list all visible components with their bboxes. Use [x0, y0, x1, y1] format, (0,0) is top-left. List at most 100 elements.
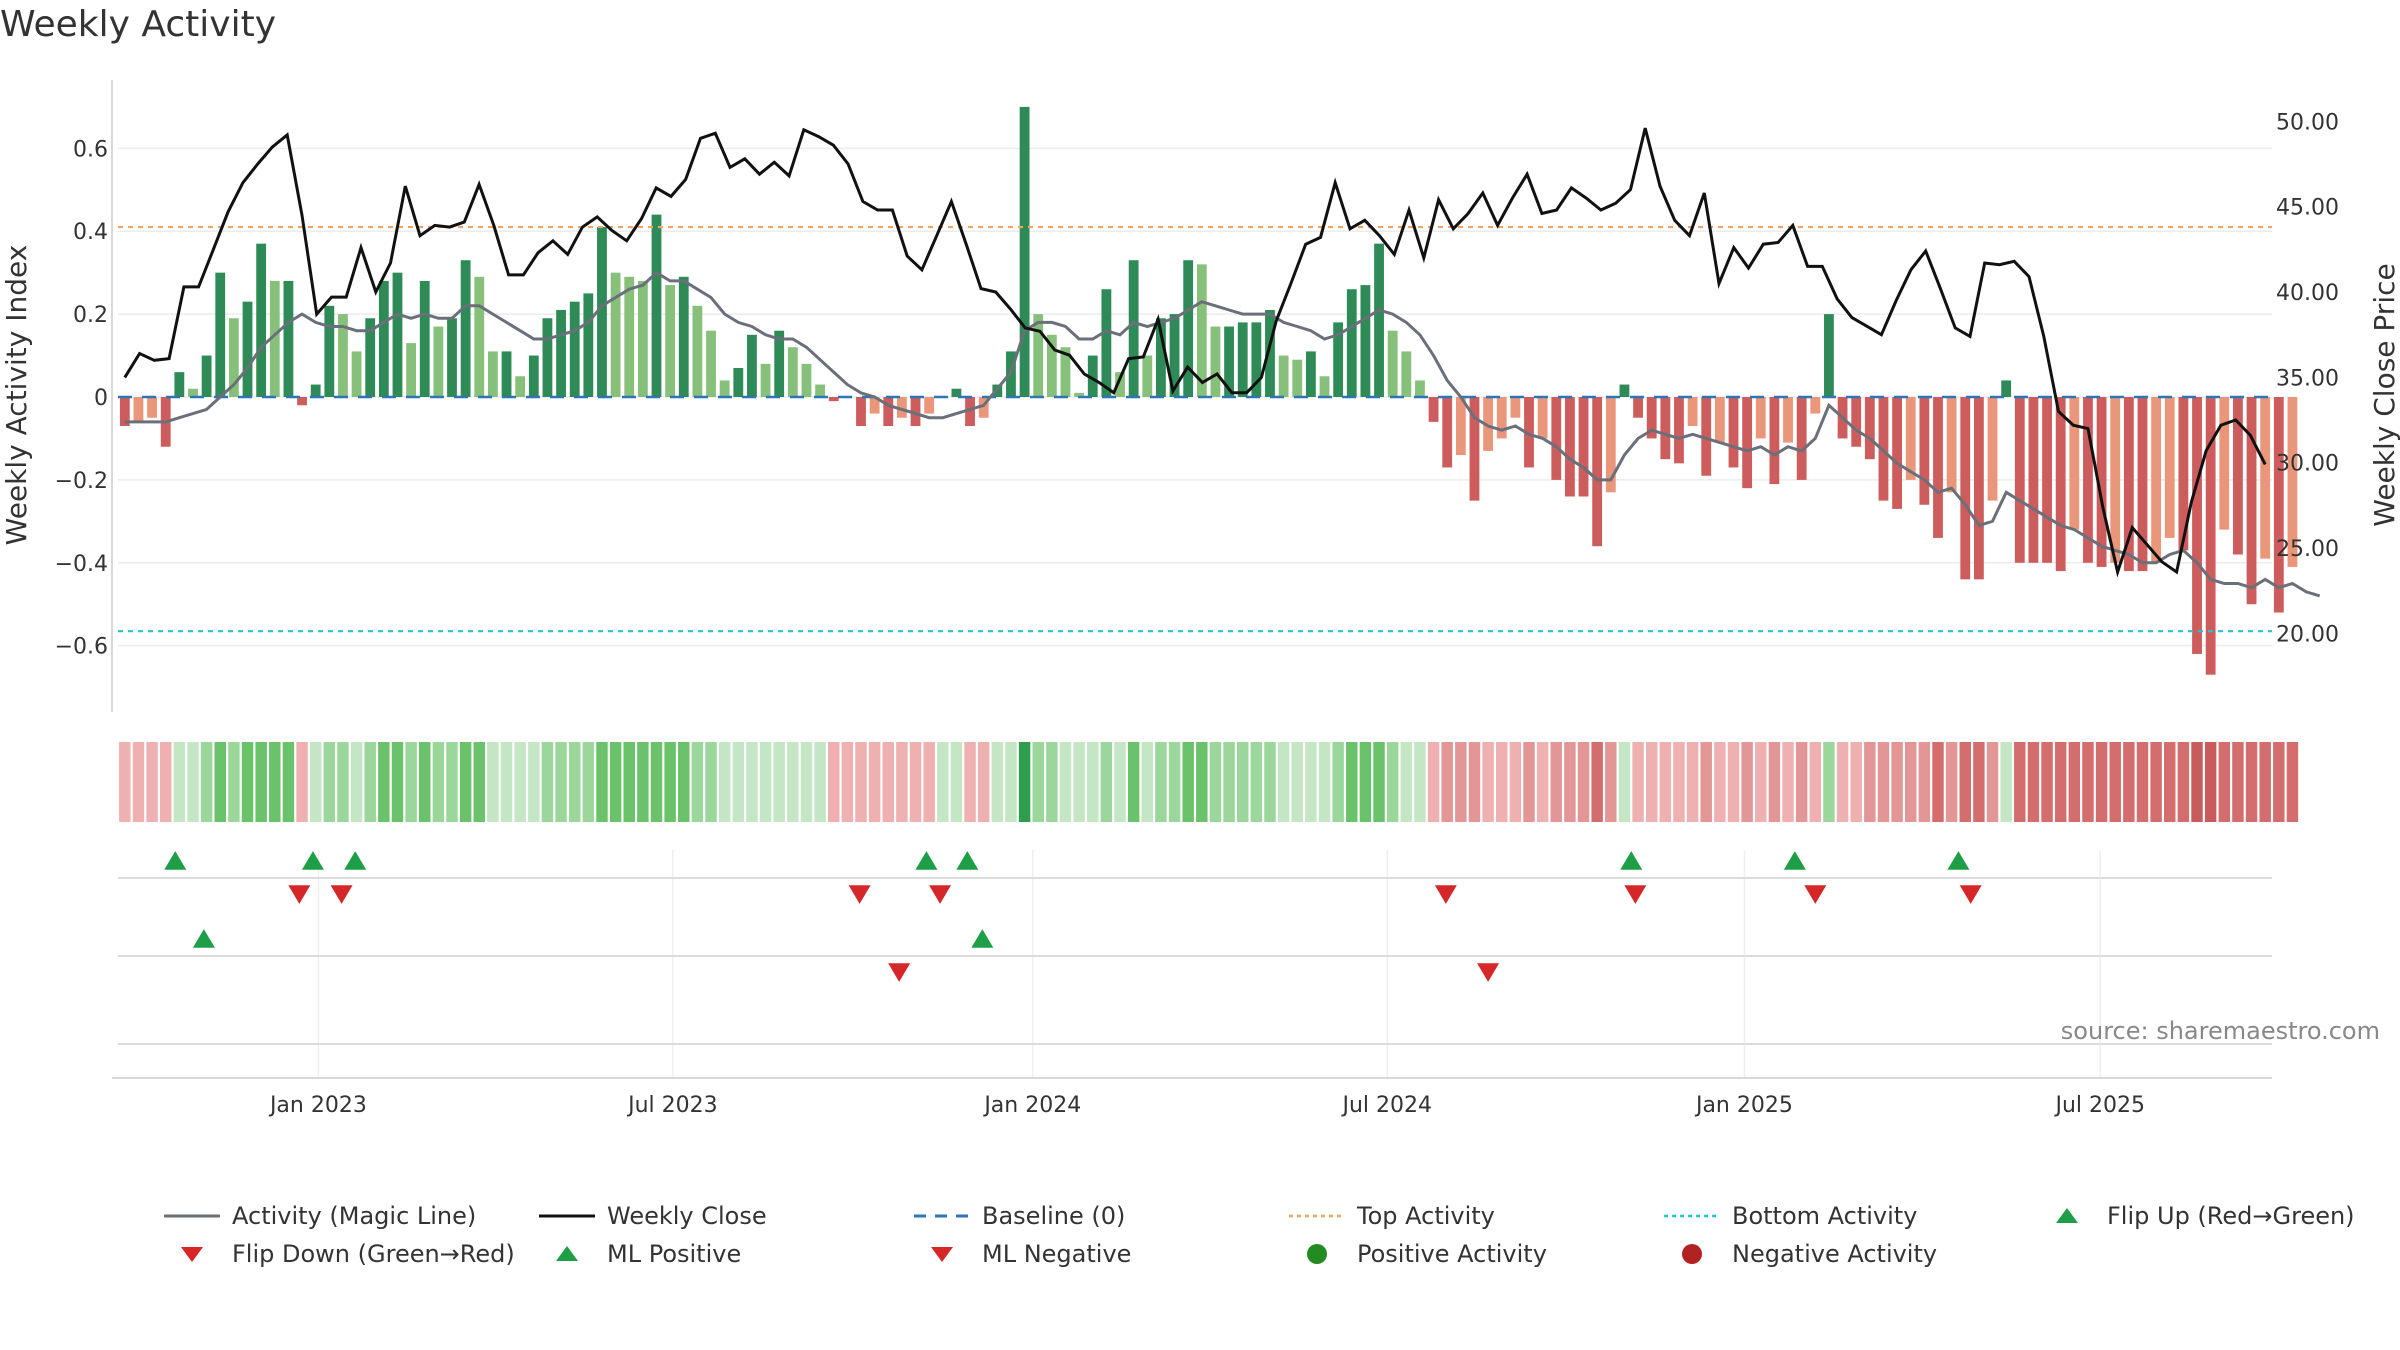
activity-bar	[610, 272, 621, 397]
strip-cell	[1291, 742, 1303, 822]
right-tick-label: 20.00	[2276, 622, 2339, 647]
flip-down-marker	[1804, 885, 1827, 904]
activity-bar	[1128, 260, 1139, 397]
strip-cell	[1223, 742, 1235, 822]
chart-canvas: 0.6 0.4 0.2 0 −0.2 −0.4 −0.6 50.00 45.00 40.00 35.…	[0, 80, 2400, 1118]
strip-cell	[2232, 742, 2244, 822]
strip-cell	[146, 742, 158, 822]
activity-bar	[228, 318, 239, 397]
x-tick-label: Jan 2025	[1694, 1093, 1793, 1118]
strip-cell	[664, 742, 676, 822]
legend-item: ML Positive	[535, 1240, 741, 1268]
strip-cell	[1564, 742, 1576, 822]
left-tick-label: 0.6	[73, 137, 108, 162]
x-tick-label: Jan 2024	[982, 1093, 1081, 1118]
activity-bar	[747, 334, 757, 397]
strip-cell	[2123, 742, 2135, 822]
strip-cell	[1441, 742, 1453, 822]
activity-color-strip	[119, 742, 2299, 822]
activity-bar	[338, 314, 348, 397]
activity-bar	[256, 243, 267, 397]
strip-cell	[2191, 742, 2203, 822]
right-tick-label: 30.00	[2276, 452, 2339, 477]
activity-bar	[1742, 397, 1753, 489]
strip-cell	[2041, 742, 2053, 822]
activity-bar	[1305, 351, 1316, 397]
activity-bar	[924, 397, 935, 414]
strip-cell	[378, 742, 390, 822]
strip-cell	[1782, 742, 1794, 822]
activity-bar	[201, 355, 212, 397]
legend-item: Baseline (0)	[910, 1202, 1125, 1230]
x-tick-label: Jul 2025	[2053, 1093, 2145, 1118]
activity-bar	[2205, 397, 2216, 675]
flip-up-marker	[1783, 851, 1806, 870]
strip-cell	[882, 742, 894, 822]
strip-cell	[2054, 742, 2067, 822]
weekly-close-line	[123, 127, 2267, 578]
strip-cell	[1891, 742, 1903, 822]
strip-cell	[678, 742, 690, 822]
strip-cell	[896, 742, 908, 822]
activity-bar	[433, 326, 444, 397]
strip-cell	[2109, 742, 2121, 822]
strip-cell	[1932, 742, 1944, 822]
activity-bar	[242, 301, 253, 397]
activity-bar	[2055, 397, 2066, 572]
flip-up-marker	[956, 851, 979, 870]
strip-cell	[1741, 742, 1753, 822]
activity-bar	[1415, 380, 1425, 397]
activity-bar	[378, 280, 389, 397]
activity-bar	[706, 330, 716, 397]
activity-bar	[1714, 397, 1725, 443]
strip-cell	[1550, 742, 1562, 822]
legend-label: Negative Activity	[1732, 1240, 1938, 1268]
strip-cell	[623, 742, 635, 822]
strip-cell	[950, 742, 963, 822]
strip-cell	[1005, 742, 1017, 822]
activity-bar	[1346, 289, 1357, 397]
activity-bar	[460, 260, 471, 397]
activity-bar	[1169, 314, 1180, 397]
activity-bar	[624, 276, 635, 397]
activity-bar	[1524, 397, 1534, 468]
activity-bar	[1019, 106, 1030, 398]
activity-bar	[637, 280, 648, 397]
dot-legend-icon	[1289, 1214, 1345, 1218]
activity-bar	[1033, 314, 1044, 397]
strip-cell	[1373, 742, 1385, 822]
activity-bar	[2137, 397, 2148, 572]
legend-item: ML Negative	[910, 1240, 1131, 1268]
activity-bar	[1496, 397, 1507, 439]
strip-cell	[1877, 742, 1890, 822]
strip-cell	[1700, 742, 1712, 822]
activity-bar	[501, 351, 512, 397]
activity-bar	[2287, 397, 2298, 567]
activity-bar	[1278, 355, 1289, 397]
activity-bar	[1387, 330, 1398, 397]
flip-down-marker	[848, 885, 871, 904]
activity-bar	[1469, 397, 1480, 501]
activity-bar	[856, 397, 866, 427]
strip-cell	[1305, 742, 1317, 822]
strip-cell	[1196, 742, 1208, 822]
strip-cell	[800, 742, 813, 822]
flip-down-marker	[929, 885, 952, 904]
activity-bar	[1428, 397, 1439, 422]
strip-cell	[828, 742, 840, 822]
ml-negative-marker	[888, 963, 911, 982]
strip-cell	[1768, 742, 1781, 822]
strip-cell	[200, 742, 213, 822]
activity-bar	[1333, 322, 1344, 397]
strip-cell	[1277, 742, 1290, 822]
activity-bar	[692, 305, 703, 397]
strip-cell	[528, 742, 540, 822]
strip-cell	[841, 742, 854, 822]
flip-down-marker	[1434, 885, 1457, 904]
legend-label: ML Negative	[982, 1240, 1132, 1268]
activity-bar	[392, 272, 403, 397]
strip-cell	[1905, 742, 1917, 822]
activity-bar	[1796, 397, 1807, 480]
strip-cell	[514, 742, 526, 822]
activity-bar	[651, 214, 662, 397]
